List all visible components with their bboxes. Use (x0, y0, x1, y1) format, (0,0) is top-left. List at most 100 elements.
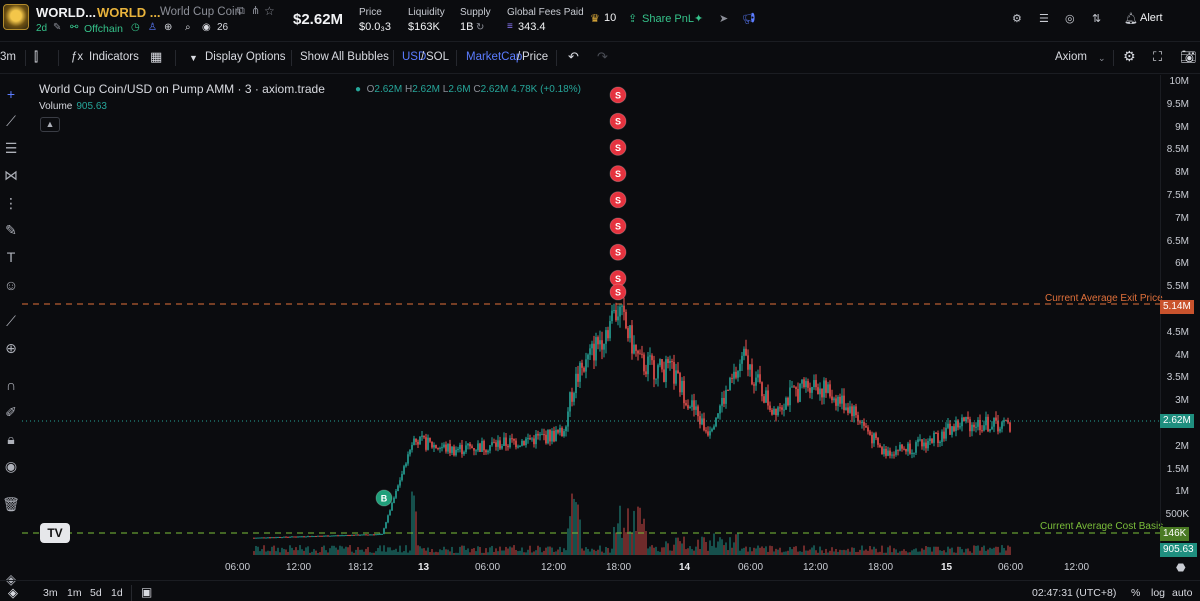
auto-toggle[interactable]: auto (1172, 587, 1193, 599)
share-icon[interactable]: ⋔ (251, 5, 261, 17)
layers-icon[interactable]: ◈ (5, 571, 17, 587)
show-all-bubbles-button[interactable]: Show All Bubbles (300, 51, 389, 63)
mode-marketcap[interactable]: MarketCap (466, 51, 523, 63)
candle-body (621, 305, 623, 307)
sell-marker[interactable]: S (609, 191, 627, 209)
share-pnl-button[interactable]: Share PnL (642, 13, 694, 25)
interval-selector[interactable]: 3m (0, 51, 16, 63)
candle-body (753, 384, 755, 386)
display-options-button[interactable]: Display Options (205, 51, 286, 63)
zoom-icon[interactable]: ⊕ (5, 340, 17, 356)
telegram-icon[interactable]: ➤ (719, 13, 729, 25)
range-5d[interactable]: 5d (90, 587, 102, 599)
candle-body (909, 443, 911, 454)
emoji-icon[interactable]: ☺ (3, 277, 19, 293)
pattern-icon[interactable]: ⋈ (4, 167, 18, 183)
pump-icon[interactable]: ⊕ (164, 22, 173, 33)
candle-body (931, 438, 933, 443)
fib-icon[interactable]: ⋮ (4, 195, 18, 211)
trendline-icon[interactable]: ⟋ (6, 113, 16, 129)
redo-icon[interactable]: ↷ (597, 49, 608, 64)
sell-marker[interactable]: S (609, 86, 627, 104)
holders-badge[interactable]: 10 (604, 12, 617, 24)
mode-price[interactable]: Price (522, 51, 549, 63)
sell-marker[interactable]: S (609, 243, 627, 261)
sell-marker[interactable]: S (609, 283, 627, 301)
currency-usd[interactable]: USD (402, 51, 427, 63)
volume-bar (491, 545, 493, 555)
hide-icon[interactable]: ◉ (4, 458, 18, 474)
crosshair-icon[interactable]: + (6, 86, 16, 102)
clock-display[interactable]: 02:47:31 (UTC+8) (1032, 587, 1117, 599)
clock-icon[interactable]: ◷ (131, 22, 140, 33)
settings-icon[interactable]: ⚙ (1012, 13, 1022, 25)
sell-marker[interactable]: S (609, 269, 627, 287)
fullscreen-icon[interactable]: ⛶ (1153, 49, 1163, 64)
currency-sol[interactable]: SOL (426, 51, 450, 63)
range-1d[interactable]: 1d (111, 587, 123, 599)
volume-bar (521, 547, 523, 555)
magnet-icon[interactable]: ∩ (5, 377, 17, 393)
ruler-icon[interactable]: ⟋ (6, 313, 16, 329)
tradingview-logo[interactable]: TV (40, 523, 70, 543)
coin-icon[interactable]: ◎ (1065, 13, 1075, 25)
sell-marker[interactable]: S (609, 112, 627, 130)
volume-bar (293, 550, 295, 555)
time-axis[interactable]: 06:00 12:00 18:12 13 06:00 12:00 18:00 14 06:00 1… (22, 557, 1160, 577)
swap-icon[interactable]: ⇅ (1092, 13, 1102, 25)
log-toggle[interactable]: log (1151, 587, 1166, 599)
horizontal-lines-icon[interactable]: ☰ (4, 140, 18, 156)
sell-marker[interactable]: S (609, 138, 627, 156)
search-icon[interactable]: ⌕ (185, 22, 191, 33)
edit-icon[interactable]: ✎ (53, 22, 62, 33)
chart-settings-icon[interactable]: ⚙ (1123, 48, 1136, 64)
candle-body (583, 367, 585, 372)
candle-body (509, 438, 511, 448)
templates-icon[interactable]: ▦ (150, 49, 163, 64)
copy-icon[interactable]: ⧉ (237, 5, 245, 17)
alert-button[interactable]: Alert (1140, 12, 1163, 24)
range-1m[interactable]: 1m (67, 587, 82, 599)
reset-zoom-icon[interactable]: ⬣ (1176, 562, 1186, 574)
range-3m[interactable]: 3m (43, 587, 58, 599)
undo-icon[interactable]: ↶ (568, 49, 579, 64)
indicators-button[interactable]: Indicators (89, 51, 139, 63)
layers-icon[interactable]: ◈ (8, 585, 18, 600)
candle-type-icon[interactable]: ⫿ (34, 49, 39, 64)
trash-icon[interactable]: 🗑︎ (2, 496, 20, 512)
list-icon[interactable]: ☰ (1039, 13, 1049, 25)
lock-icon[interactable]: 🔒︎ (7, 431, 15, 447)
volume-bar (305, 547, 307, 555)
star-icon[interactable]: ☆ (264, 4, 275, 18)
chevron-down-icon[interactable]: ⌄ (1098, 53, 1106, 63)
candle-body (267, 537, 269, 539)
collapse-legend-button[interactable]: ▲ (40, 117, 60, 132)
candle-body (873, 433, 875, 444)
sell-marker[interactable]: S (609, 217, 627, 235)
megaphone-icon[interactable]: 📢︎ (742, 13, 756, 25)
brush-icon[interactable]: ✎ (5, 222, 17, 238)
layout-selector[interactable]: Axiom (1055, 51, 1087, 63)
volume-bar (657, 551, 659, 555)
lock-drawing-icon[interactable]: ✐ (5, 404, 17, 420)
volume-bar (845, 550, 847, 555)
pin-icon[interactable]: ✦ (694, 13, 704, 25)
token-avatar[interactable] (3, 4, 29, 30)
percent-toggle[interactable]: % (1131, 587, 1141, 599)
volume-bar (595, 550, 597, 555)
price-axis[interactable]: 10M9.5M9M8.5M8M7.5M7M6.5M6M5.5M5M4.5M4M3… (1160, 75, 1200, 557)
candle-body (665, 359, 667, 382)
sell-marker[interactable]: S (609, 165, 627, 183)
camera-icon[interactable]: 📷︎ (1180, 49, 1197, 64)
calendar-icon[interactable]: ▣ (141, 585, 153, 599)
candle-body (317, 535, 319, 537)
user-icon[interactable]: ♙ (148, 22, 157, 33)
volume-bar (711, 545, 713, 555)
text-icon[interactable]: T (6, 249, 16, 265)
candle-body (385, 522, 387, 529)
candle-body (575, 373, 577, 394)
buy-marker[interactable]: B (375, 489, 393, 507)
